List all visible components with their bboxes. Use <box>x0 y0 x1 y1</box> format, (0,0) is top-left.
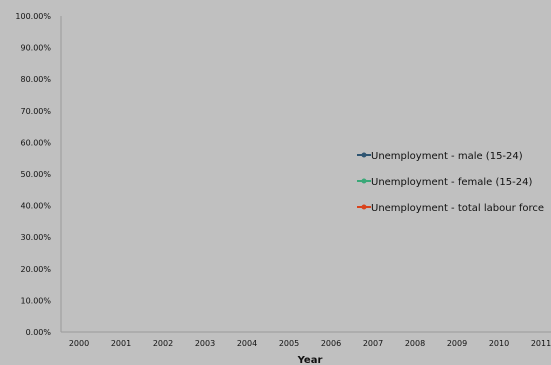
x-tick-label: 2001 <box>111 339 131 348</box>
y-tick-label: 80.00% <box>20 75 51 84</box>
y-tick-labels: 0.00% 10.00% 20.00% 30.00% 40.00% 50.00% 60.00… <box>15 12 51 337</box>
x-tick-label: 2008 <box>405 339 425 348</box>
x-tick-label: 2002 <box>153 339 173 348</box>
legend: Unemployment - male (15-24) Unemployment … <box>357 151 544 214</box>
x-tick-label: 2009 <box>447 339 467 348</box>
x-tick-label: 2004 <box>237 339 257 348</box>
y-tick-label: 10.00% <box>20 296 51 305</box>
legend-marker-dot <box>361 204 367 210</box>
y-tick-label: 90.00% <box>20 44 51 53</box>
x-tick-label: 2000 <box>69 339 89 348</box>
legend-marker-dot <box>361 178 367 184</box>
x-tick-label: 2003 <box>195 339 215 348</box>
x-tick-label: 2010 <box>489 339 509 348</box>
y-tick-label: 60.00% <box>20 138 51 147</box>
x-axis-title: Year <box>297 355 323 365</box>
x-tick-label: 2005 <box>279 339 299 348</box>
y-tick-label: 30.00% <box>20 233 51 242</box>
y-tick-label: 100.00% <box>15 12 51 21</box>
legend-label: Unemployment - female (15-24) <box>371 177 532 188</box>
y-tick-label: 20.00% <box>20 265 51 274</box>
legend-label: Unemployment - total labour force <box>371 203 544 214</box>
y-tick-label: 70.00% <box>20 107 51 116</box>
legend-marker-dot <box>361 152 367 158</box>
x-tick-label: 2007 <box>363 339 383 348</box>
legend-label: Unemployment - male (15-24) <box>371 151 523 162</box>
y-tick-label: 40.00% <box>20 202 51 211</box>
y-tick-label: 50.00% <box>20 170 51 179</box>
x-tick-label: 2011 <box>531 339 551 348</box>
x-tick-label: 2006 <box>321 339 341 348</box>
y-tick-label: 0.00% <box>26 328 52 337</box>
x-tick-labels: 2000 2001 2002 2003 2004 2005 2006 2007 2008 2009… <box>69 339 551 348</box>
